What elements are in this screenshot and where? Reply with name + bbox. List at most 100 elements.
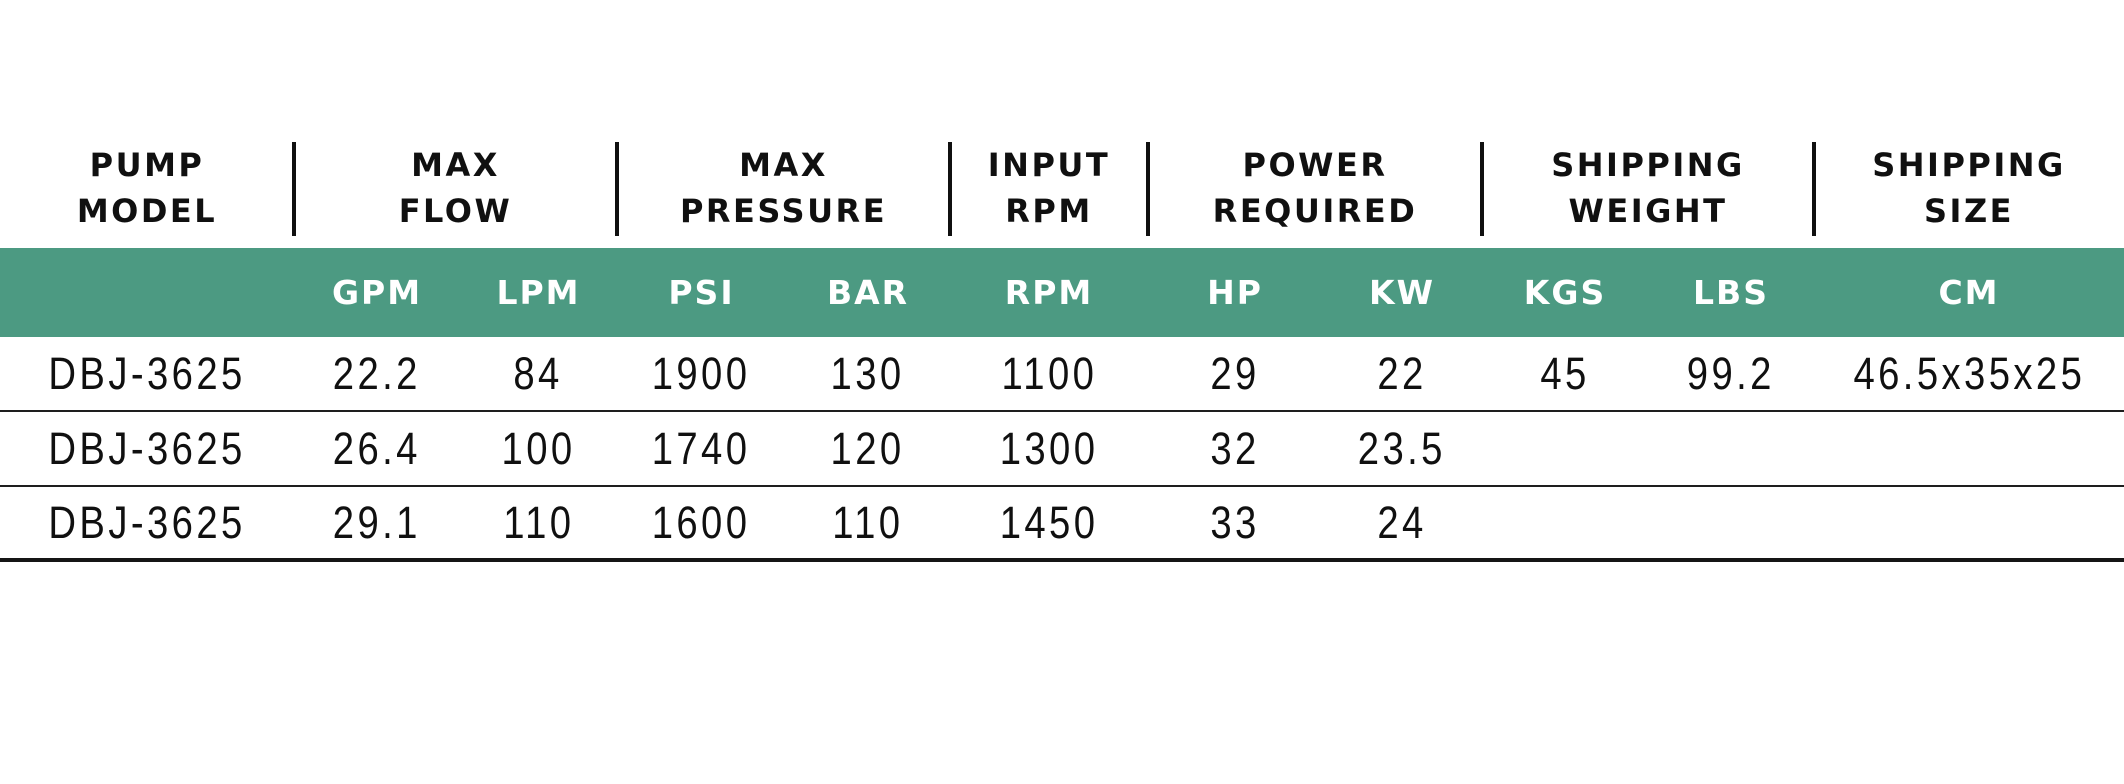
group-header-line: MODEL — [76, 192, 218, 230]
group-header-line: MAX — [411, 146, 500, 184]
group-header-line: PRESSURE — [679, 192, 888, 230]
cell-value: 29.1 — [332, 497, 422, 548]
cell-value: 1740 — [652, 423, 751, 474]
spec-row: DBJ-3625 29.1 110 1600 110 1450 33 24 — [0, 487, 2124, 562]
cell-value: 23.5 — [1357, 423, 1447, 474]
group-header-line: REQUIRED — [1212, 192, 1418, 230]
group-header-shipping-size: SHIPPING SIZE — [1814, 100, 2124, 248]
cell-model: DBJ-3625 — [0, 496, 294, 549]
cell-lpm: 100 — [460, 422, 617, 475]
unit-header-bar: BAR — [826, 273, 910, 312]
cell-kgs — [1482, 496, 1648, 549]
cell-value: DBJ-3625 — [48, 348, 246, 399]
cell-value: 22.2 — [332, 348, 422, 399]
group-header-line: POWER — [1242, 146, 1388, 184]
cell-psi: 1740 — [617, 422, 786, 475]
cell-bar: 110 — [786, 496, 950, 549]
group-header-line: PUMP — [89, 146, 205, 184]
unit-header-hp: HP — [1207, 273, 1263, 312]
unit-header-kgs: KGS — [1523, 273, 1607, 312]
cell-lbs: 99.2 — [1648, 347, 1814, 400]
cell-lbs — [1648, 422, 1814, 475]
cell-value: 22 — [1377, 348, 1427, 399]
cell-value: 120 — [830, 423, 906, 474]
unit-header-psi: PSI — [668, 273, 735, 312]
unit-header-row: GPM LPM PSI BAR RPM HP KW KGS LBS CM — [0, 248, 2124, 337]
cell-rpm: 1300 — [950, 422, 1148, 475]
cell-psi: 1600 — [617, 496, 786, 549]
cell-value: 1900 — [652, 348, 751, 399]
group-header-power-required: POWER REQUIRED — [1148, 100, 1484, 248]
cell-bar: 120 — [786, 422, 950, 475]
unit-header-rpm: RPM — [1004, 273, 1094, 312]
cell-value: 32 — [1210, 423, 1260, 474]
cell-value: DBJ-3625 — [48, 497, 246, 548]
cell-gpm: 29.1 — [294, 496, 460, 549]
cell-value: 46.5x35x25 — [1853, 348, 2085, 399]
unit-header-lbs: LBS — [1693, 273, 1769, 312]
cell-gpm: 26.4 — [294, 422, 460, 475]
pump-spec-table: PUMP MODEL MAX FLOW MAX PRESSURE INPUT R… — [0, 100, 2124, 562]
cell-kgs: 45 — [1482, 347, 1648, 400]
cell-cm — [1814, 496, 2124, 549]
cell-cm: 46.5x35x25 — [1814, 347, 2124, 400]
cell-rpm: 1450 — [950, 496, 1148, 549]
column-divider — [1480, 142, 1484, 236]
cell-kgs — [1482, 422, 1648, 475]
cell-kw: 24 — [1322, 496, 1482, 549]
cell-value: 99.2 — [1686, 348, 1776, 399]
cell-value: 1450 — [999, 497, 1099, 548]
group-header-line: WEIGHT — [1568, 192, 1728, 230]
cell-kw: 22 — [1322, 347, 1482, 400]
group-header-pump-model: PUMP MODEL — [0, 100, 296, 248]
cell-hp: 29 — [1148, 347, 1322, 400]
cell-lpm: 110 — [460, 496, 617, 549]
cell-value: 45 — [1540, 348, 1590, 399]
group-header-line: RPM — [1005, 192, 1093, 230]
cell-bar: 130 — [786, 347, 950, 400]
cell-value: 24 — [1377, 497, 1427, 548]
group-header-input-rpm: INPUT RPM — [950, 100, 1150, 248]
cell-value: 1300 — [999, 423, 1099, 474]
unit-header-cm: CM — [1938, 273, 2000, 312]
cell-value: 1600 — [652, 497, 751, 548]
table-group-header-row: PUMP MODEL MAX FLOW MAX PRESSURE INPUT R… — [0, 100, 2124, 248]
cell-hp: 32 — [1148, 422, 1322, 475]
cell-value: 33 — [1210, 497, 1260, 548]
group-header-max-flow: MAX FLOW — [294, 100, 619, 248]
spec-row: DBJ-3625 22.2 84 1900 130 1100 29 22 45 … — [0, 337, 2124, 412]
cell-cm — [1814, 422, 2124, 475]
cell-rpm: 1100 — [950, 347, 1148, 400]
group-header-max-pressure: MAX PRESSURE — [617, 100, 952, 248]
cell-value: 84 — [513, 348, 564, 399]
unit-header-kw: KW — [1369, 273, 1435, 312]
unit-header-lpm: LPM — [496, 273, 581, 312]
column-divider — [615, 142, 619, 236]
cell-value: 130 — [830, 348, 906, 399]
group-header-line: SIZE — [1923, 192, 2014, 230]
cell-psi: 1900 — [617, 347, 786, 400]
group-header-line: SHIPPING — [1551, 146, 1745, 184]
cell-lbs — [1648, 496, 1814, 549]
group-header-line: MAX — [739, 146, 828, 184]
group-header-line: FLOW — [398, 192, 513, 230]
cell-model: DBJ-3625 — [0, 347, 294, 400]
column-divider — [1146, 142, 1150, 236]
cell-value: 100 — [501, 423, 576, 474]
cell-value: 110 — [832, 497, 904, 548]
column-divider — [292, 142, 296, 236]
cell-value: 26.4 — [332, 423, 422, 474]
cell-value: DBJ-3625 — [48, 423, 246, 474]
spec-row: DBJ-3625 26.4 100 1740 120 1300 32 23.5 — [0, 412, 2124, 487]
cell-value: 110 — [502, 497, 575, 548]
column-divider — [948, 142, 952, 236]
cell-gpm: 22.2 — [294, 347, 460, 400]
cell-value: 1100 — [1001, 348, 1097, 399]
group-header-shipping-weight: SHIPPING WEIGHT — [1482, 100, 1816, 248]
cell-kw: 23.5 — [1322, 422, 1482, 475]
cell-model: DBJ-3625 — [0, 422, 294, 475]
column-divider — [1812, 142, 1816, 236]
unit-header-gpm: GPM — [331, 273, 423, 312]
group-header-line: INPUT — [987, 146, 1111, 184]
group-header-line: SHIPPING — [1872, 146, 2066, 184]
